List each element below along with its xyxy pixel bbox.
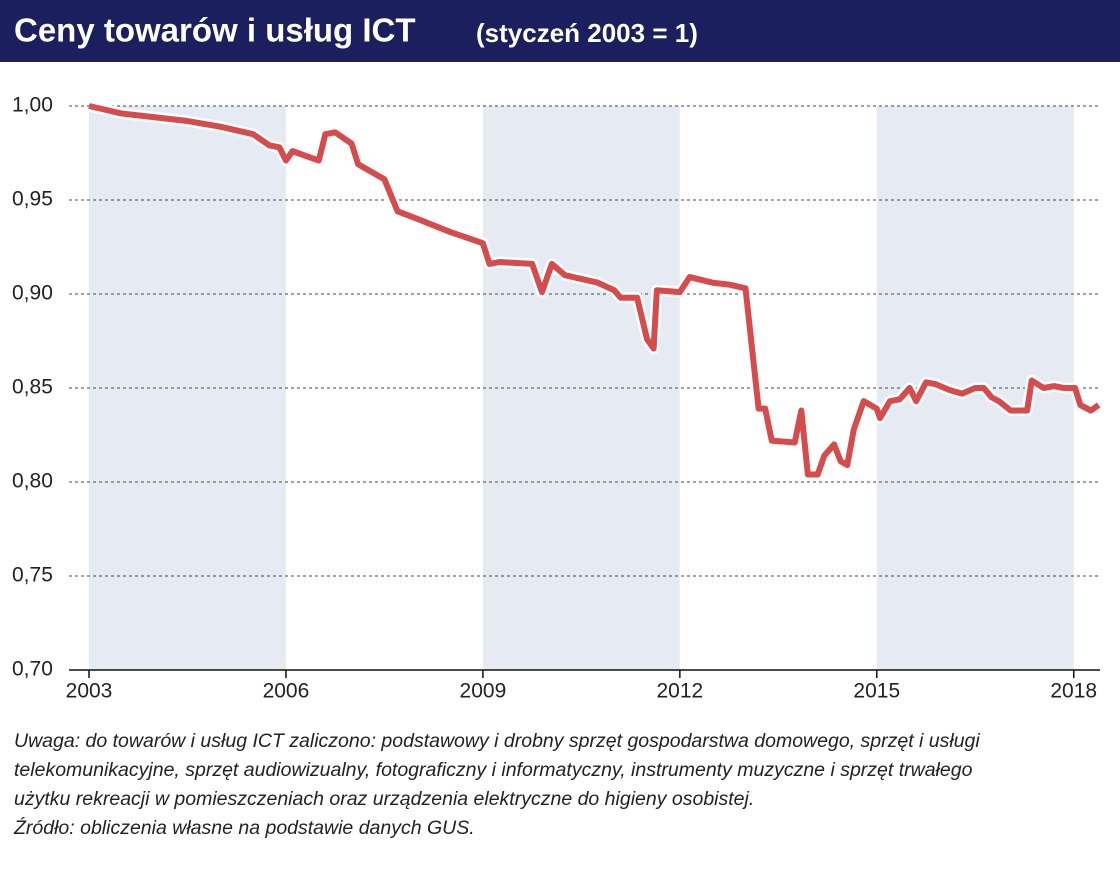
note-line: Źródło: obliczenia własne na podstawie d… [14,817,475,839]
line [88,103,1101,478]
title-bar [0,0,1120,62]
chart: Ceny towarów i usług ICT (styczeń 2003 =… [0,0,1120,700]
y-tick-label: 1,00 [12,94,53,117]
y-tick-label: 0,85 [12,376,53,399]
y-tick-label: 0,95 [12,188,53,211]
y-tick-label: 0,90 [12,282,53,305]
x-tick-label: 2015 [853,680,900,700]
x-tick-label: 2012 [656,680,703,700]
x-tick-label: 2006 [263,680,310,700]
shaded-band [89,106,286,670]
y-tick-label: 0,70 [12,658,53,681]
note-line: użytku rekreacji w pomieszczeniach oraz … [14,788,755,810]
x-tick-label: 2009 [460,680,507,700]
x-tick-label: 2003 [66,680,113,700]
note-line: telekomunikacyjne, sprzęt audiowizualny,… [14,759,973,781]
x-tick-label: 2018 [1050,680,1097,700]
note-line: Uwaga: do towarów i usług ICT zaliczono:… [14,730,980,752]
y-tick-label: 0,75 [12,564,53,587]
y-tick-label: 0,80 [12,470,53,493]
chart-title: Ceny towarów i usług ICT [14,12,416,49]
chart-subtitle: (styczeń 2003 = 1) [476,18,698,48]
